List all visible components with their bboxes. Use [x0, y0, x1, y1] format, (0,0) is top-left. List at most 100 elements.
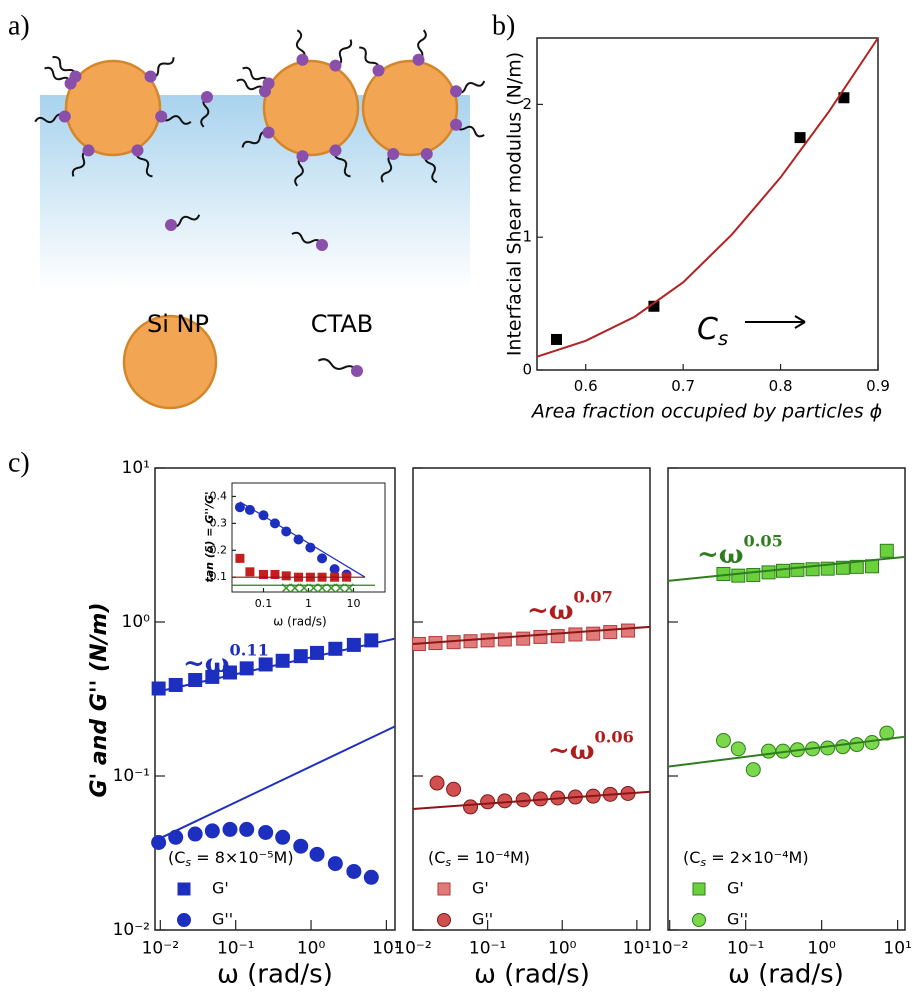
x-tick-label: 1 [305, 597, 312, 610]
plot-frame [536, 37, 879, 371]
surfactant-head [165, 219, 177, 231]
condition-label: (Cs = 10⁻⁴M) [428, 848, 530, 870]
data-point [746, 567, 761, 582]
data-point [281, 526, 292, 537]
surfactant-head [420, 148, 433, 161]
data-point [568, 627, 583, 642]
data-point [429, 775, 445, 791]
data-point [234, 502, 245, 513]
x-tick-label: 10⁻² [394, 939, 431, 959]
x-tick-label: 0.8 [769, 377, 793, 395]
surfactant-head [155, 110, 168, 123]
data-point [620, 623, 635, 638]
surfactant-head [262, 126, 275, 139]
fit-line [536, 37, 879, 358]
plot-frame [154, 467, 396, 931]
x-axis-title: Area fraction occupied by particles ϕ [530, 401, 882, 423]
surfactant-head [144, 70, 157, 83]
panel-label: c) [8, 447, 30, 478]
data-point [480, 633, 495, 648]
data-point [245, 567, 255, 577]
annotation: ~ω0.05 [697, 531, 783, 570]
data-point [235, 553, 245, 563]
data-point [603, 625, 618, 640]
nanoparticle [262, 59, 360, 157]
annotation-subscript: s [718, 327, 728, 350]
legend-label: G' [727, 879, 744, 898]
annotation: ~ω0.06 [548, 727, 634, 766]
data-point [258, 570, 268, 580]
data-point [239, 821, 255, 837]
x-tick-label: 10⁰ [548, 939, 577, 959]
legend-marker [177, 882, 191, 896]
x-tick-label: 10¹ [372, 939, 400, 959]
diagram-label: Si NP [147, 310, 209, 338]
x-tick-label: 0.6 [574, 377, 598, 395]
data-point [879, 725, 895, 741]
surfactant-head [201, 91, 213, 103]
surfactant-head [82, 144, 95, 157]
x-tick-label: 0.7 [671, 377, 695, 395]
plot-frame [667, 467, 906, 931]
data-point [270, 570, 280, 580]
arrow-head [794, 315, 806, 329]
data-point [317, 553, 328, 564]
legend-label: G' [472, 879, 489, 898]
data-point [533, 629, 548, 644]
x-tick-label: 10 [347, 597, 361, 610]
data-point [151, 681, 166, 696]
data-point [497, 632, 512, 647]
data-point [879, 543, 894, 558]
y-tick-label: 10¹ [122, 458, 150, 478]
data-point [865, 559, 880, 574]
annotation-text: C [697, 312, 718, 347]
surfactant-head [58, 110, 71, 123]
data-point [327, 856, 343, 872]
annotation: ~ω0.11 [183, 640, 269, 679]
annotation-exponent: 0.11 [230, 640, 269, 659]
x-tick-label: 10⁻² [651, 939, 688, 959]
surfactant-tail [317, 358, 358, 372]
condition-prefix: (C [428, 848, 445, 867]
surfactant-tail [291, 231, 323, 246]
data-point [715, 733, 731, 749]
data-point [776, 563, 791, 578]
annotation-text: ~ω [548, 736, 595, 766]
legend-marker [692, 882, 706, 896]
annotation-exponent: 0.06 [595, 727, 634, 746]
x-axis-title: ω (rad/s) [217, 960, 333, 990]
nanoparticle [64, 59, 162, 157]
data-point [745, 762, 761, 778]
surfactant-head [296, 150, 309, 163]
surfactant-head [329, 144, 342, 157]
y-tick-label: 10⁻¹ [113, 766, 150, 786]
x-axis-title: ω (rad/s) [273, 615, 326, 629]
condition-prefix: (C [683, 848, 700, 867]
legend-marker [437, 882, 451, 896]
data-point [446, 781, 462, 797]
nanoparticle [361, 59, 459, 157]
y-axis-title: Interfacial Shear modulus (N/m) [504, 52, 526, 356]
x-axis-title: ω (rad/s) [728, 960, 844, 990]
x-tick-label: 10¹ [623, 939, 651, 959]
data-point [550, 333, 562, 345]
condition-prefix: (C [168, 848, 185, 867]
surfactant-head [64, 77, 77, 90]
data-point [794, 132, 806, 144]
data-point [309, 846, 325, 862]
surfactant-head [450, 85, 463, 98]
schematic [34, 29, 486, 410]
data-point [761, 743, 777, 759]
data-point [329, 564, 340, 575]
x-tick-label: 0.9 [866, 377, 890, 395]
diagram-label: CTAB [311, 310, 373, 338]
x-tick-label: 10¹ [883, 939, 911, 959]
data-point [730, 741, 746, 757]
data-point [346, 863, 362, 879]
data-point [293, 838, 309, 854]
legend-label: G'' [212, 910, 233, 929]
data-point [516, 631, 531, 646]
condition-subscript: s [700, 856, 706, 869]
legend-marker [177, 913, 191, 927]
condition-suffix: = 2×10⁻⁴M) [706, 848, 808, 867]
